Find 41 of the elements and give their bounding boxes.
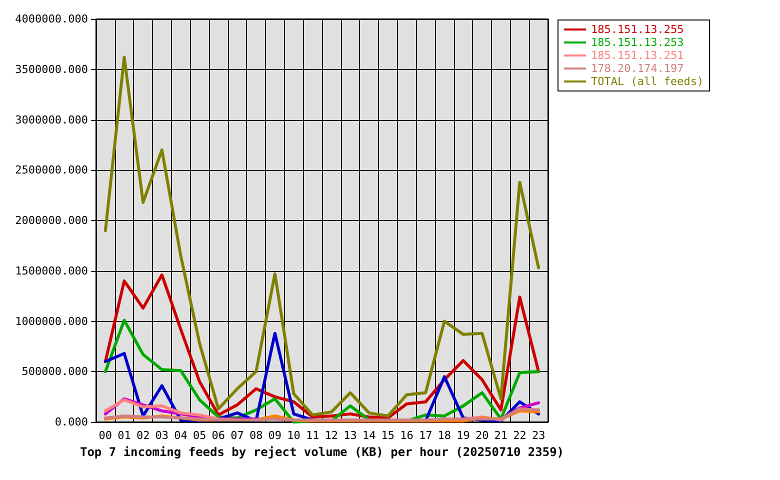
x-tick-label: 22 <box>513 429 526 442</box>
x-tick-label: 19 <box>456 429 470 442</box>
x-tick-label: 14 <box>362 429 376 442</box>
x-tick-label: 12 <box>324 429 338 442</box>
y-tick-label: 4000000.000 <box>15 12 88 26</box>
x-tick-label: 09 <box>268 429 282 442</box>
x-tick-label: 05 <box>192 429 206 442</box>
legend-label: 185.151.13.251 <box>591 49 684 62</box>
y-tick-label: 1000000.000 <box>15 314 88 328</box>
y-tick-label: 0.000 <box>54 416 88 428</box>
x-tick-label: 04 <box>174 429 188 442</box>
y-tick-label: 3500000.000 <box>15 62 88 76</box>
x-axis-title: Top 7 incoming feeds by reject volume (KB) per hour (20250710 2359) <box>80 445 564 459</box>
y-tick-label: 2500000.000 <box>15 164 88 177</box>
y-tick-label: 3000000.000 <box>15 113 88 126</box>
x-tick-label: 15 <box>381 429 395 442</box>
y-tick-label: 500000.000 <box>22 365 88 378</box>
x-tick-label: 07 <box>230 429 244 442</box>
line-series <box>104 273 540 420</box>
legend-label: TOTAL (all feeds) <box>591 75 704 88</box>
x-tick-label: 17 <box>418 429 432 442</box>
x-tick-label: 01 <box>118 429 131 442</box>
x-tick-label: 10 <box>287 429 300 442</box>
x-tick-label: 06 <box>212 429 226 442</box>
x-tick-label: 11 <box>306 429 320 442</box>
x-tick-label: 13 <box>344 429 357 442</box>
x-tick-label: 02 <box>136 429 150 442</box>
legend-label: 185.151.13.255 <box>591 23 684 36</box>
x-tick-label: 16 <box>400 429 414 442</box>
x-tick-label: 00 <box>98 429 112 442</box>
x-tick-label: 08 <box>249 429 263 442</box>
legend-label: 185.151.13.253 <box>591 36 684 49</box>
x-tick-label: 20 <box>475 429 489 442</box>
x-tick-label: 21 <box>494 429 508 442</box>
y-tick-label: 2000000.000 <box>15 214 88 227</box>
line-series <box>104 56 540 418</box>
x-tick-label: 23 <box>532 429 546 442</box>
legend-label: 178.20.174.197 <box>591 62 684 75</box>
x-tick-label: 03 <box>155 429 169 442</box>
y-tick-label: 1500000.000 <box>15 264 88 278</box>
x-tick-label: 18 <box>438 429 452 442</box>
